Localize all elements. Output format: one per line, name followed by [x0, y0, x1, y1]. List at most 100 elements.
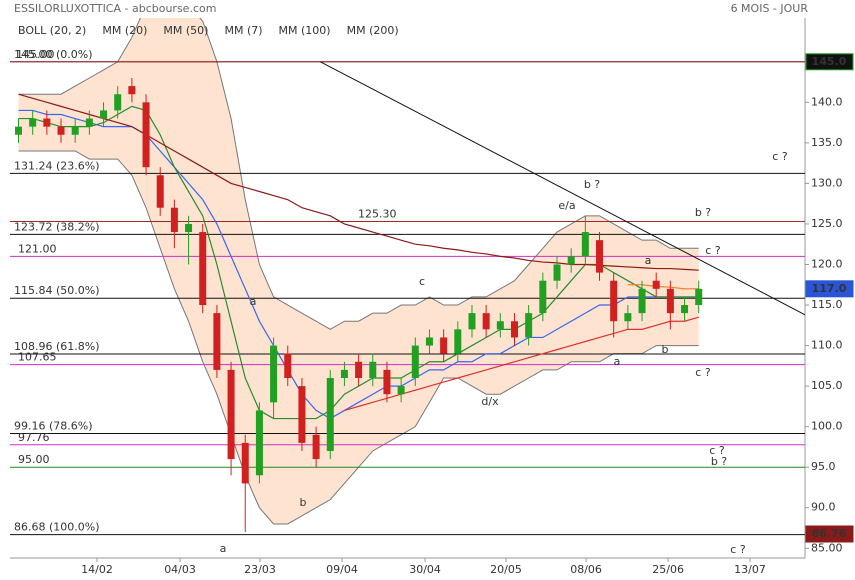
y-tick-label: 90.0 — [811, 501, 836, 514]
candle-body — [255, 410, 263, 476]
legend-entry: MM (20) — [102, 24, 147, 37]
candle-body — [227, 369, 235, 460]
level-label: 86.68 (100.0%) — [14, 521, 100, 534]
x-tick-label: 20/05 — [490, 563, 522, 576]
y-tick-label: 85.00 — [811, 541, 843, 554]
y-tick-label: 110.0 — [811, 339, 843, 352]
candle-body — [71, 126, 79, 135]
level-label: 145.00 — [16, 48, 55, 61]
candle-body — [241, 442, 249, 484]
wave-annotation: c — [419, 275, 425, 288]
legend-entry: MM (200) — [347, 24, 399, 37]
level-label: 107.65 — [18, 351, 57, 364]
level-label: 121.00 — [18, 242, 57, 255]
candle-body — [142, 102, 150, 168]
x-tick-label: 25/06 — [652, 563, 684, 576]
ma-line — [627, 284, 699, 290]
x-tick-label: 08/06 — [570, 563, 602, 576]
wave-annotation: c ? — [695, 366, 711, 379]
price-tag-box — [805, 53, 854, 71]
wave-annotation: a — [220, 542, 227, 555]
x-tick-label: 30/04 — [409, 563, 441, 576]
candle-body — [397, 386, 405, 395]
level-label: 145.00 (0.0%) — [14, 48, 93, 61]
candle-body — [213, 313, 221, 370]
y-tick-label: 120.0 — [811, 257, 843, 270]
candle-body — [440, 337, 448, 354]
candle-body — [482, 313, 490, 330]
price-tag-label: 117.0 — [812, 282, 847, 295]
candle-body — [510, 321, 518, 338]
candle-body — [355, 361, 363, 378]
wave-annotation: c ? — [709, 444, 725, 457]
y-tick-label: 115.0 — [811, 298, 843, 311]
price-tag-label: 86.76 — [812, 527, 847, 540]
y-tick-label: 135.0 — [811, 136, 843, 149]
candle-body — [114, 94, 122, 111]
candle-body — [581, 232, 589, 257]
candle-body — [312, 434, 320, 460]
wave-annotation: a — [614, 355, 621, 368]
level-label: 95.00 — [18, 453, 50, 466]
candle-body — [29, 118, 37, 127]
price-tag-box — [805, 280, 854, 298]
wave-annotation: b ? — [711, 455, 727, 468]
y-tick-label: 125.0 — [811, 217, 843, 230]
trendline — [320, 61, 805, 316]
candle-body — [652, 280, 660, 289]
candle-body — [553, 264, 561, 281]
y-tick-label: 130.0 — [811, 176, 843, 189]
candle-body — [454, 329, 462, 354]
wave-annotation: e/a — [558, 199, 575, 212]
candle-body — [199, 232, 207, 306]
candle-body — [326, 378, 334, 451]
candle-body — [525, 313, 533, 338]
plot-area: 145.00 (0.0%)145.00 131.24 (23.6%) 125.30 1… — [10, 18, 805, 536]
x-tick-label: 14/02 — [81, 563, 113, 576]
y-tick-label: 100.0 — [811, 420, 843, 433]
candle-body — [57, 126, 65, 135]
legend-entry: BOLL (20, 2) — [18, 24, 86, 37]
candle-body — [411, 345, 419, 378]
wave-annotation: c ? — [772, 150, 788, 163]
candle-body — [170, 207, 178, 233]
level-label: 115.84 (50.0%) — [14, 284, 100, 297]
candle-body — [695, 288, 703, 306]
wave-annotation: c ? — [705, 244, 721, 257]
x-tick-label: 13/07 — [734, 563, 766, 576]
candle-body — [383, 369, 391, 395]
candle-body — [369, 361, 377, 378]
candle-body — [85, 118, 93, 127]
level-label: 99.16 (78.6%) — [14, 419, 93, 432]
wave-annotation: b ? — [695, 206, 711, 219]
candle-body — [624, 313, 632, 322]
legend-entry: MM (7) — [224, 24, 262, 37]
y-tick-label: 105.0 — [811, 379, 843, 392]
level-label: 97.76 — [18, 431, 50, 444]
x-tick-label: 23/03 — [244, 563, 276, 576]
candle-body — [567, 256, 575, 265]
wave-annotation: a — [645, 254, 652, 267]
candle-body — [156, 175, 164, 208]
price-tag-label: 145.0 — [812, 55, 847, 68]
x-tick-label: 09/04 — [326, 563, 358, 576]
y-tick-label: 140.0 — [811, 95, 843, 108]
candle-body — [596, 240, 604, 273]
legend-entry: MM (100) — [279, 24, 331, 37]
chart-title: ESSILORLUXOTTICA - abcbourse.com — [14, 2, 216, 15]
candle-body — [666, 288, 674, 314]
candle-body — [128, 86, 136, 95]
candle-body — [185, 223, 193, 233]
band-fill — [18, 18, 699, 524]
x-tick-label: 04/03 — [164, 563, 196, 576]
candle-body — [681, 305, 689, 314]
level-label: 125.30 — [358, 208, 397, 221]
wave-annotation: b ? — [584, 178, 600, 191]
candle-body — [100, 110, 108, 119]
candle-body — [468, 313, 476, 330]
wave-annotation: b — [662, 343, 669, 356]
candle-body — [539, 280, 547, 314]
candle-body — [425, 337, 433, 346]
legend-entry: MM (50) — [163, 24, 208, 37]
